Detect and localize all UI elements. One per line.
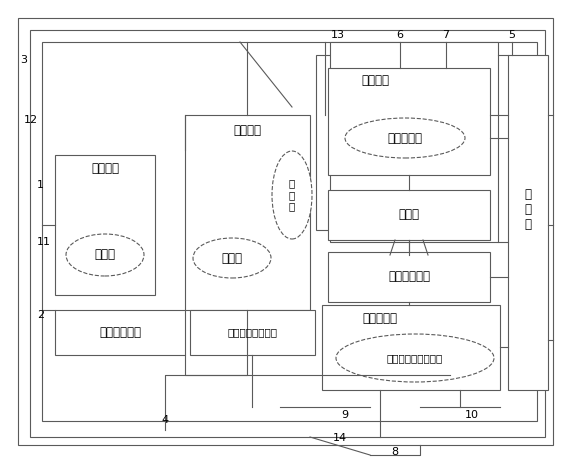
Ellipse shape: [272, 151, 312, 239]
Bar: [508, 55, 548, 390]
Text: 2: 2: [37, 310, 44, 320]
Text: 1: 1: [37, 180, 44, 190]
Ellipse shape: [66, 234, 144, 276]
Text: 自动染色装置: 自动染色装置: [99, 325, 141, 338]
Bar: [55, 155, 155, 295]
Text: 报警系统: 报警系统: [233, 124, 261, 136]
Text: 计时器: 计时器: [95, 248, 116, 261]
Text: 11: 11: [37, 237, 51, 247]
Text: 摄
像
头: 摄 像 头: [289, 178, 295, 212]
Text: 物镜转换系统: 物镜转换系统: [388, 271, 430, 284]
Text: 自动载物台控制系统: 自动载物台控制系统: [387, 353, 443, 363]
Text: 13: 13: [331, 30, 345, 40]
Text: 10: 10: [465, 410, 479, 420]
Text: 计
算
机: 计 算 机: [524, 189, 531, 231]
Bar: [328, 68, 490, 175]
Bar: [190, 310, 315, 355]
Text: 条码扫描器: 条码扫描器: [387, 131, 422, 144]
Bar: [328, 190, 490, 240]
Ellipse shape: [345, 118, 465, 158]
Text: 4: 4: [162, 415, 168, 425]
Ellipse shape: [193, 238, 271, 278]
Bar: [328, 252, 490, 302]
Text: 14: 14: [333, 433, 347, 443]
Bar: [185, 115, 310, 310]
Bar: [316, 55, 490, 230]
Text: 自动载物台: 自动载物台: [362, 312, 397, 325]
Text: 6: 6: [396, 30, 404, 40]
Text: 样本质量检测装置: 样本质量检测装置: [227, 327, 277, 337]
Text: 3: 3: [20, 55, 27, 65]
Text: 加密系统: 加密系统: [361, 73, 389, 87]
Text: 7: 7: [442, 30, 450, 40]
Text: 5: 5: [509, 30, 515, 40]
Bar: [30, 30, 545, 437]
Text: 报警器: 报警器: [222, 252, 243, 265]
Text: 计时系统: 计时系统: [91, 161, 119, 175]
Bar: [330, 42, 498, 242]
Text: 8: 8: [391, 447, 399, 457]
Text: 9: 9: [341, 410, 349, 420]
Text: 显微镜: 显微镜: [399, 208, 420, 221]
Bar: [322, 305, 500, 390]
Text: 12: 12: [24, 115, 38, 125]
Ellipse shape: [336, 334, 494, 382]
Bar: [42, 42, 537, 421]
Bar: [55, 310, 185, 355]
